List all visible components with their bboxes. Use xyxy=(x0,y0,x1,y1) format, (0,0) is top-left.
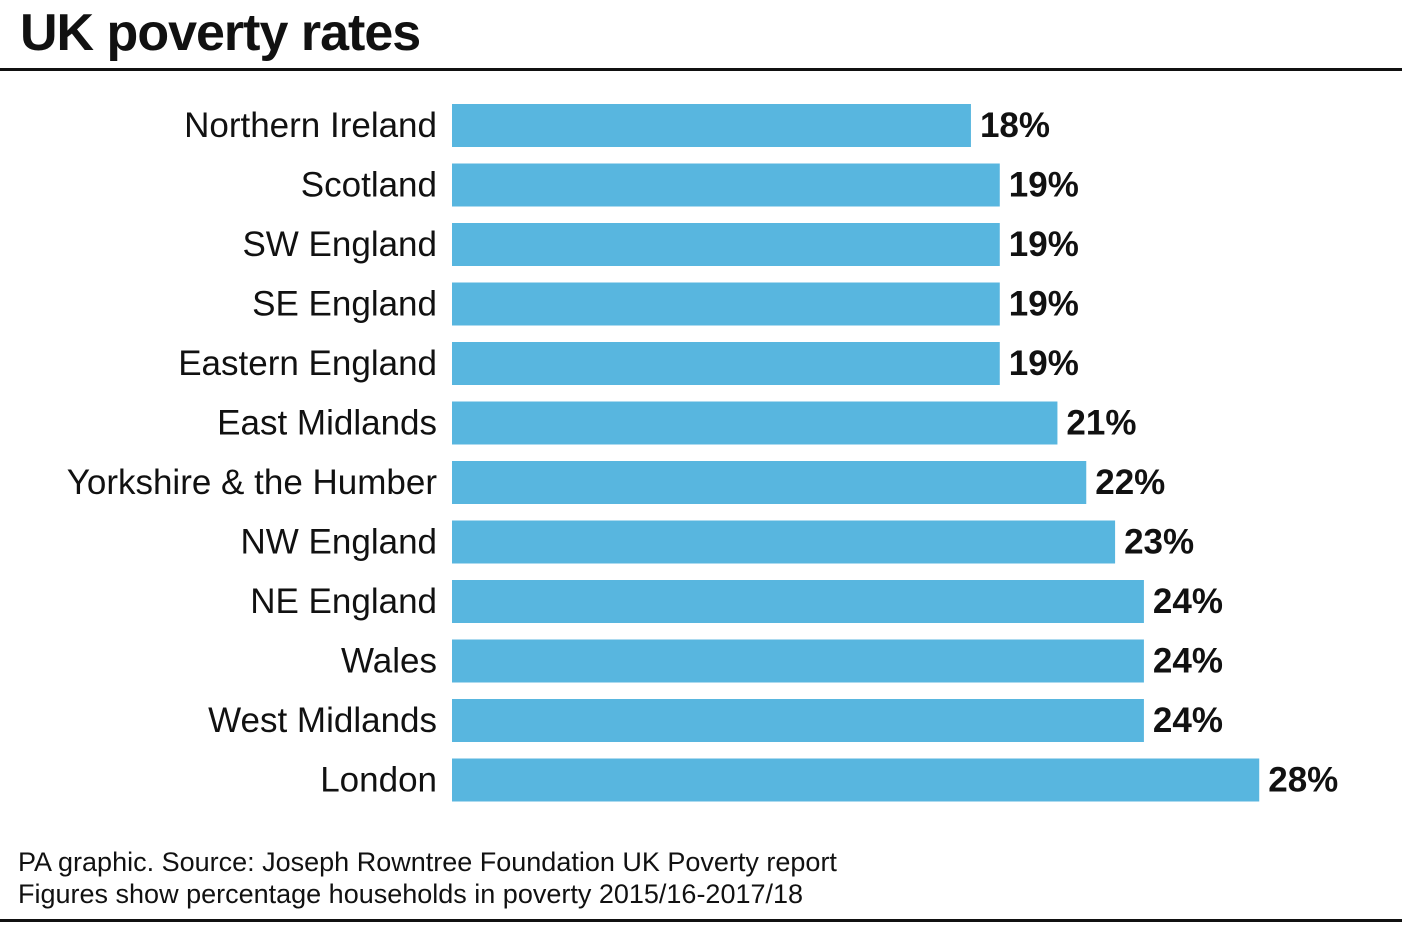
category-label: Northern Ireland xyxy=(184,106,437,145)
value-label: 21% xyxy=(1066,404,1136,443)
bar-3 xyxy=(452,282,1000,326)
value-label: 19% xyxy=(1009,344,1079,383)
value-label: 19% xyxy=(1009,225,1079,264)
bar-1 xyxy=(452,163,1000,207)
category-label: West Midlands xyxy=(208,701,437,740)
value-labels-group: 18% 19% 19% 19% 19% 21% 22% 23% 24% 24% 24% 28% xyxy=(980,106,1338,800)
category-labels-group: Northern Ireland Scotland SW England SE Eng… xyxy=(67,106,438,800)
category-label: SE England xyxy=(252,285,437,324)
bar-9 xyxy=(452,639,1144,683)
value-label: 23% xyxy=(1124,523,1194,562)
bar-10 xyxy=(452,699,1144,742)
bar-2 xyxy=(452,223,1000,266)
source-text: PA graphic. Source: Joseph Rowntree Foun… xyxy=(18,847,837,877)
value-label: 24% xyxy=(1153,582,1223,621)
category-label: Eastern England xyxy=(178,344,437,383)
value-label: 24% xyxy=(1153,642,1223,681)
value-label: 19% xyxy=(1009,285,1079,324)
bar-11 xyxy=(452,758,1260,802)
category-label: NW England xyxy=(241,523,437,562)
category-label: London xyxy=(320,761,437,800)
category-label: Wales xyxy=(341,642,437,681)
bar-7 xyxy=(452,520,1116,564)
bars-group xyxy=(452,104,1260,802)
value-label: 18% xyxy=(980,106,1050,145)
category-label: Scotland xyxy=(301,166,437,205)
note-text: Figures show percentage households in po… xyxy=(18,879,804,909)
bar-4 xyxy=(452,342,1000,385)
footer-divider xyxy=(0,919,1402,922)
bar-0 xyxy=(452,104,971,147)
category-label: Yorkshire & the Humber xyxy=(67,463,438,502)
bar-5 xyxy=(452,401,1058,445)
title-divider xyxy=(0,68,1402,71)
value-label: 22% xyxy=(1095,463,1165,502)
value-label: 24% xyxy=(1153,701,1223,740)
category-label: East Midlands xyxy=(217,404,437,443)
category-label: NE England xyxy=(250,582,437,621)
category-label: SW England xyxy=(242,225,437,264)
bar-6 xyxy=(452,461,1087,504)
chart-title: UK poverty rates xyxy=(20,4,421,62)
value-label: 28% xyxy=(1268,761,1338,800)
footer: PA graphic. Source: Joseph Rowntree Foun… xyxy=(18,846,837,910)
value-label: 19% xyxy=(1009,166,1079,205)
bar-8 xyxy=(452,580,1144,623)
